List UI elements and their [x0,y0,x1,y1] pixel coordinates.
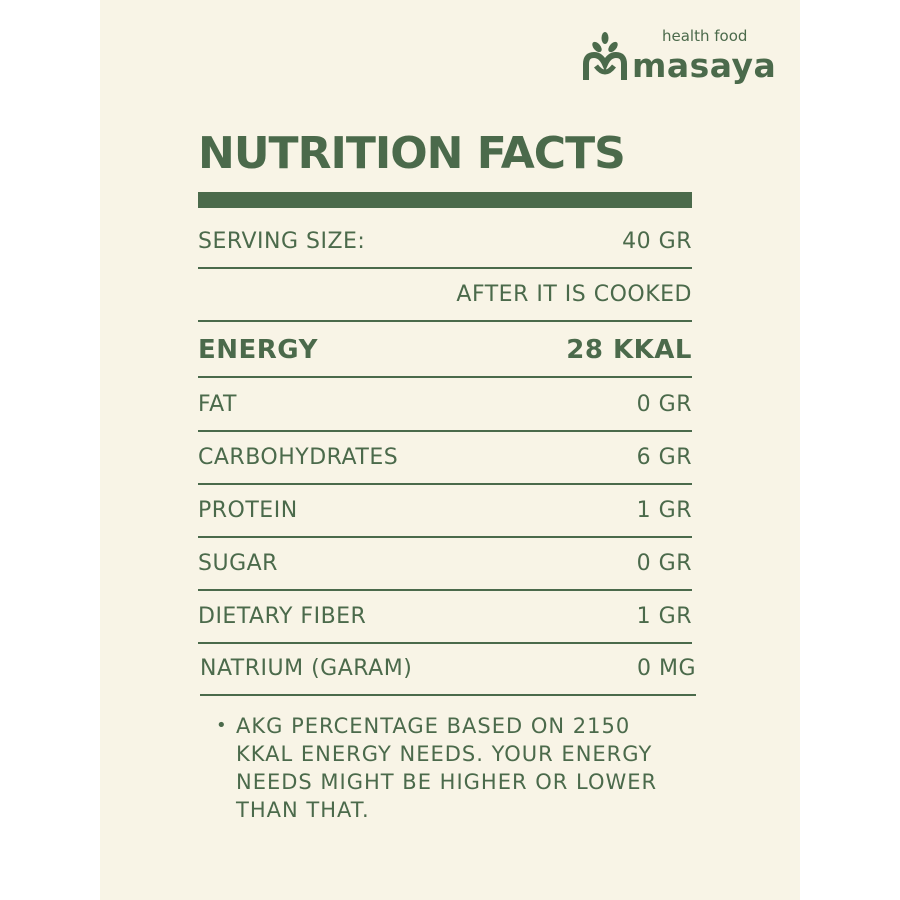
nutrient-row-fat: FAT 0 GR [198,379,692,432]
serving-size-row: SERVING SIZE: 40 GR [198,216,692,269]
row-label: NATRIUM (GARAM) [200,655,413,681]
serving-note-row: AFTER IT IS COOKED [198,269,692,322]
row-label: SUGAR [198,550,278,576]
nutrient-row-protein: PROTEIN 1 GR [198,485,692,538]
nutrient-row-sugar: SUGAR 0 GR [198,538,692,591]
nutrient-row-dietary-fiber: DIETARY FIBER 1 GR [198,591,692,644]
footnote: • AKG PERCENTAGE BASED ON 2150 KKAL ENER… [216,712,686,824]
footnote-text: AKG PERCENTAGE BASED ON 2150 KKAL ENERGY… [236,714,658,822]
row-label: CARBOHYDRATES [198,444,399,470]
brand-name: masaya [632,46,777,85]
row-label: DIETARY FIBER [198,603,367,629]
row-label: SERVING SIZE: [198,228,366,254]
row-value: 0 GR [636,391,692,417]
leaf-m-logo-icon [583,32,627,80]
bullet-icon: • [216,715,228,736]
row-value: 28 KKAL [566,334,692,365]
title-divider [198,192,692,208]
row-value: 0 GR [636,550,692,576]
nutrition-card [100,0,800,900]
row-value: 6 GR [636,444,692,470]
page-title: NUTRITION FACTS [198,128,626,179]
row-value: 1 GR [636,603,692,629]
nutrient-row-carbohydrates: CARBOHYDRATES 6 GR [198,432,692,485]
row-value: 1 GR [636,497,692,523]
row-value: 0 MG [636,655,696,681]
brand-tagline: health food [662,27,748,45]
energy-row: ENERGY 28 KKAL [198,323,692,378]
row-label: PROTEIN [198,497,298,523]
row-label: FAT [198,391,237,417]
row-value: AFTER IT IS COOKED [456,281,692,307]
row-label: ENERGY [198,334,318,365]
nutrient-row-natrium: NATRIUM (GARAM) 0 MG [200,643,696,696]
brand-logo: health food masaya [582,28,782,90]
row-value: 40 GR [622,228,692,254]
